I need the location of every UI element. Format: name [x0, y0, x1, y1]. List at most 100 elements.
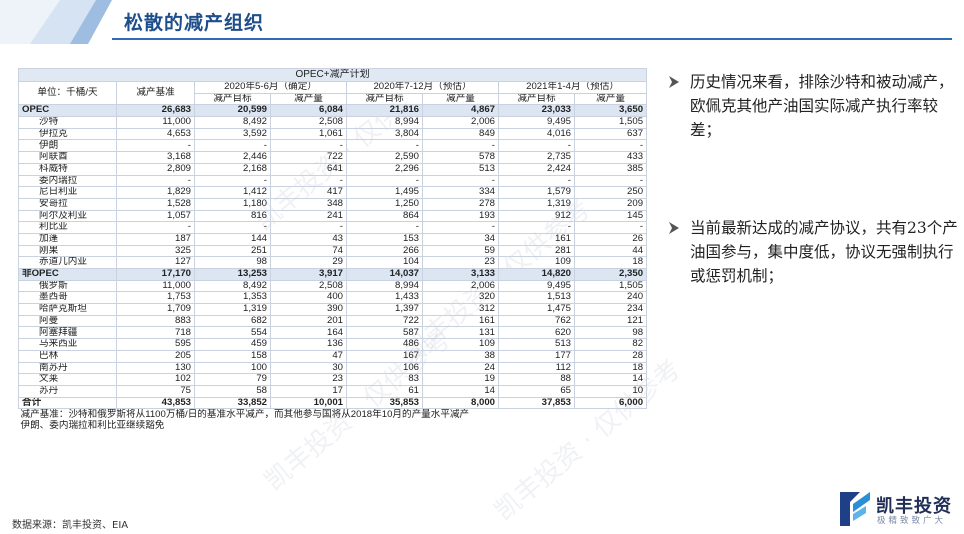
table-cell: 88	[498, 373, 575, 386]
table-cell: 385	[573, 162, 648, 176]
table-row: 伊朗 - - - - - - -	[18, 139, 648, 153]
table-cell: 75	[116, 384, 195, 398]
table-cell: 61	[346, 384, 423, 398]
table-cell: 1,353	[194, 291, 271, 305]
period-header: 2020年7-12月（预估）	[346, 81, 499, 94]
group-total-row: 非OPEC 17,170 13,253 3,917 14,037 3,133 14,820 2…	[18, 268, 648, 281]
arrow-bullet-icon	[669, 222, 679, 234]
table-cell: 251	[194, 244, 271, 258]
table-cell: 18	[573, 256, 648, 269]
table-note-row: 减产基准：沙特和俄罗斯将从1100万桶/日的基准水平减产，而其他参与国将从201…	[19, 409, 647, 421]
table-cell: 864	[346, 209, 423, 223]
table-cell: 390	[270, 303, 347, 316]
table-row: 墨西哥 1,753 1,353 400 1,433 320 1,513 240	[18, 291, 648, 305]
table-cell: 6,084	[270, 104, 347, 118]
table-cell: 1,433	[346, 291, 423, 305]
table-note-row: 伊朗、委内瑞拉和利比亚继续豁免	[19, 420, 647, 432]
table-cell: 595	[116, 338, 195, 351]
table-cell: 74	[270, 244, 347, 258]
table-cell: -	[194, 221, 271, 234]
row-label: 伊拉克	[18, 127, 117, 141]
table-cell: 2,168	[194, 162, 271, 176]
table-cell: -	[422, 174, 499, 188]
table-cell: 1,057	[116, 209, 195, 223]
table-cell: 177	[498, 349, 575, 363]
table-cell: 3,168	[116, 151, 195, 164]
table-cell: 34	[422, 232, 499, 246]
table-cell: 1,829	[116, 186, 195, 199]
row-label: 文莱	[18, 373, 117, 386]
table-cell: 26,683	[116, 104, 195, 118]
table-cell: -	[573, 174, 648, 188]
table-cell: 1,753	[116, 291, 195, 305]
table-cell: 1,505	[573, 279, 648, 293]
row-label: 阿联酋	[18, 151, 117, 164]
table-cell: 250	[573, 186, 648, 199]
table-cell: 11,000	[116, 279, 195, 293]
table-cell: 912	[498, 209, 575, 223]
table-cell: 121	[573, 314, 648, 328]
table-cell: 21,816	[346, 104, 423, 118]
table-cell: 816	[194, 209, 271, 223]
table-cell: 153	[346, 232, 423, 246]
table-cell: 513	[422, 162, 499, 176]
table-cell: 637	[573, 127, 648, 141]
bullet-text: 当前最新达成的减产协议，共有23个产油国参与，集中度低，协议无强制执行或惩罚机制…	[690, 219, 958, 285]
table-row: 俄罗斯 11,000 8,492 2,508 8,994 2,006 9,495 1,505	[18, 279, 648, 293]
table-cell: 14,820	[498, 268, 575, 281]
table-cell: 144	[194, 232, 271, 246]
table-cell: -	[116, 139, 195, 153]
table-cell: 433	[573, 151, 648, 164]
table-cell: -	[422, 139, 499, 153]
baseline-header: 减产基准	[116, 80, 195, 106]
table-row: 沙特 11,000 8,492 2,508 8,994 2,006 9,495 1,505	[18, 116, 648, 129]
table-cell: 43	[270, 232, 347, 246]
table-cell: 30	[270, 361, 347, 375]
table-cell: 127	[116, 256, 195, 269]
table-cell: 348	[270, 197, 347, 211]
table-cell: -	[346, 221, 423, 234]
table-cell: 106	[346, 361, 423, 375]
commentary: 历史情况来看，排除沙特和被动减产，欧佩克其他产油国实际减产执行率较差； 当前最新…	[668, 70, 958, 288]
table-cell: 9,495	[498, 279, 575, 293]
table-cell: 1,579	[498, 186, 575, 199]
row-label: 俄罗斯	[18, 279, 117, 293]
table-cell: 100	[194, 361, 271, 375]
table-cell: -	[346, 174, 423, 188]
table-cell: 1,528	[116, 197, 195, 211]
table-cell: 2,006	[422, 116, 499, 129]
table-cell: 1,709	[116, 303, 195, 316]
table-cell: 161	[422, 314, 499, 328]
table-cell: 28	[573, 349, 648, 363]
table-caption: OPEC+减产计划	[17, 68, 648, 82]
logo-slogan: 极精致致广大	[877, 516, 947, 526]
table-cell: 266	[346, 244, 423, 258]
table-cell: 320	[422, 291, 499, 305]
row-label: 非OPEC	[18, 268, 117, 281]
row-label: 合计	[18, 396, 117, 410]
table-cell: -	[498, 221, 575, 234]
table-row: 南苏丹 130 100 30 106 24 112 18	[18, 361, 648, 375]
table-cell: 65	[498, 384, 575, 398]
table-cell: 29	[270, 256, 347, 269]
row-label: 哈萨克斯坦	[18, 303, 117, 316]
table-cell: -	[194, 174, 271, 188]
table-cell: 3,804	[346, 127, 423, 141]
table-cell: 2,735	[498, 151, 575, 164]
table-cell: 1,180	[194, 197, 271, 211]
table-cell: 23,033	[498, 104, 575, 118]
table-cell: 35,853	[346, 396, 423, 410]
table-cell: -	[498, 139, 575, 153]
table-cell: 8,492	[194, 116, 271, 129]
table-cell: 400	[270, 291, 347, 305]
sub-header: 减产目标	[498, 92, 575, 106]
table-cell: 312	[422, 303, 499, 316]
row-label: 加蓬	[18, 232, 117, 246]
table-cell: 130	[116, 361, 195, 375]
table-cell: 201	[270, 314, 347, 328]
sub-header: 减产目标	[194, 92, 271, 106]
table-cell: 10	[573, 384, 648, 398]
table-cell: 43,853	[116, 396, 195, 410]
table-cell: -	[498, 174, 575, 188]
table-cell: 161	[498, 232, 575, 246]
